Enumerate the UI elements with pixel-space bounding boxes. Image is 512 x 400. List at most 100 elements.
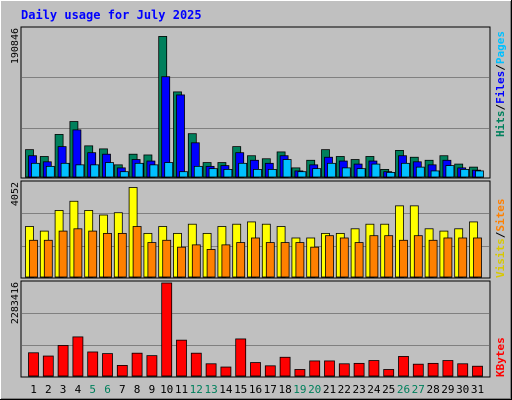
bar-sites-day-14: [221, 244, 231, 278]
x-tick-label-day-19: 19: [293, 383, 306, 396]
legend-entry-4: Pages: [494, 31, 507, 64]
bar-kbytes-day-11: [176, 339, 187, 377]
bar-kbytes-day-28: [427, 362, 439, 377]
x-axis-labels: 1 2 3 4 5 6 7 8 9 10 11 12 13 14 15 16 17 18 19 20 21 22 23 24 2…: [30, 383, 484, 396]
legend-kbytes: KBytes: [494, 337, 507, 377]
bar-sites-day-13: [206, 249, 216, 278]
bar-pages-day-15: [238, 162, 248, 178]
bar-sites-day-20: [310, 246, 320, 278]
bar-sites-day-28: [428, 239, 438, 278]
panel-max-label: 4052: [10, 182, 21, 206]
bar-kbytes-day-25: [383, 369, 395, 377]
bar-kbytes-day-23: [353, 362, 365, 377]
bar-kbytes-day-19: [294, 369, 306, 377]
x-tick-label-day-30: 30: [456, 383, 469, 396]
x-tick-label-day-22: 22: [338, 383, 351, 396]
bar-sites-day-9: [147, 242, 157, 278]
bar-files-day-10: [161, 76, 171, 178]
bar-kbytes-day-24: [368, 360, 380, 377]
panel-frame: [20, 180, 491, 279]
bar-kbytes-day-31: [472, 365, 483, 377]
x-tick-label-day-17: 17: [264, 383, 277, 396]
bar-pages-day-22: [341, 167, 351, 178]
x-tick-label-day-25: 25: [382, 383, 395, 396]
x-tick-label-day-14: 14: [219, 383, 233, 396]
x-tick-label-day-4: 4: [75, 383, 82, 396]
bar-pages-day-19: [297, 171, 307, 178]
x-tick-label-day-15: 15: [234, 383, 247, 396]
chart-title: Daily usage for July 2025: [21, 8, 202, 22]
bar-sites-day-17: [265, 242, 275, 278]
bar-kbytes-day-20: [309, 360, 321, 377]
legend-pages-files-hits: Hits/Files/Pages: [494, 31, 507, 137]
bar-sites-day-4: [73, 228, 83, 278]
bar-sites-day-5: [88, 230, 98, 278]
x-tick-label-day-18: 18: [278, 383, 291, 396]
legend-text: Visits/Sites: [494, 199, 507, 279]
bar-kbytes-day-9: [146, 355, 158, 377]
x-tick-label-day-3: 3: [60, 383, 67, 396]
x-tick-label-day-2: 2: [45, 383, 52, 396]
bar-kbytes-day-7: [116, 365, 128, 377]
bar-pages-day-5: [90, 164, 100, 178]
bar-pages-day-9: [149, 164, 159, 178]
x-tick-label-day-11: 11: [175, 383, 188, 396]
x-tick-label-day-10: 10: [160, 383, 173, 396]
bar-kbytes-day-2: [42, 355, 54, 377]
x-tick-label-day-6: 6: [104, 383, 111, 396]
panel-hits-files-pages: 190846 Hits/Files/Pages: [10, 26, 507, 179]
bar-sites-day-26: [399, 239, 408, 278]
bar-pages-day-10: [164, 162, 174, 178]
bar-sites-day-11: [177, 246, 186, 278]
panel-kbytes: 2283416 KBytes: [10, 280, 507, 378]
bar-pages-day-20: [312, 168, 322, 178]
panel-frame: [20, 280, 491, 378]
x-tick-label-day-16: 16: [249, 383, 262, 396]
x-tick-label-day-31: 31: [471, 383, 484, 396]
legend-entry-3: /: [494, 64, 507, 71]
bar-kbytes-day-4: [72, 336, 84, 377]
bar-sites-day-19: [295, 242, 305, 278]
bar-sites-day-6: [103, 232, 112, 278]
panel-visits-sites: 4052 Visits/Sites: [10, 180, 507, 279]
bar-sites-day-1: [29, 239, 38, 278]
bar-sites-day-3: [58, 230, 68, 278]
x-tick-label-day-27: 27: [412, 383, 425, 396]
bar-pages-day-24: [371, 163, 381, 178]
x-tick-label-day-28: 28: [426, 383, 439, 396]
bar-sites-day-27: [413, 235, 423, 278]
bar-kbytes-day-17: [264, 365, 276, 377]
bar-pages-day-21: [327, 162, 336, 178]
bar-pages-day-13: [208, 168, 218, 178]
bar-pages-day-16: [253, 169, 262, 178]
legend-text: KBytes: [494, 337, 507, 377]
bar-kbytes-day-12: [190, 352, 202, 377]
bar-sites-day-21: [325, 235, 334, 278]
legend-entry-1: /: [494, 104, 507, 111]
legend-entry-2: Files: [494, 71, 507, 104]
x-tick-label-day-5: 5: [89, 383, 96, 396]
bar-kbytes-day-13: [205, 363, 217, 377]
bar-sites-day-2: [43, 239, 53, 278]
bar-kbytes-day-27: [412, 363, 424, 377]
x-tick-label-day-7: 7: [119, 383, 126, 396]
x-tick-label-day-9: 9: [149, 383, 156, 396]
bar-pages-day-11: [179, 171, 188, 178]
x-tick-label-day-21: 21: [323, 383, 336, 396]
bar-pages-day-23: [356, 168, 366, 178]
bar-pages-day-31: [475, 170, 484, 178]
bar-pages-day-2: [45, 165, 55, 178]
bar-kbytes-day-22: [338, 363, 350, 377]
bar-sites-day-29: [443, 237, 453, 278]
panel-max-label: 190846: [10, 28, 21, 64]
bar-pages-day-3: [60, 162, 70, 178]
bar-sites-day-10: [162, 239, 172, 278]
bar-sites-day-16: [251, 237, 260, 278]
bar-sites-day-25: [384, 235, 394, 278]
bar-pages-day-12: [193, 165, 203, 178]
bar-pages-day-7: [119, 171, 129, 178]
bar-pages-day-26: [401, 162, 410, 178]
bar-kbytes-day-29: [442, 360, 454, 377]
x-tick-label-day-24: 24: [367, 383, 381, 396]
bar-sites-day-31: [473, 237, 482, 278]
